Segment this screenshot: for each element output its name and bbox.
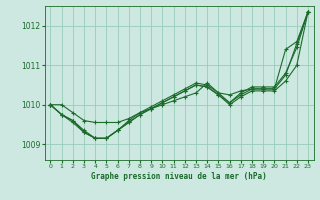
- X-axis label: Graphe pression niveau de la mer (hPa): Graphe pression niveau de la mer (hPa): [91, 172, 267, 181]
